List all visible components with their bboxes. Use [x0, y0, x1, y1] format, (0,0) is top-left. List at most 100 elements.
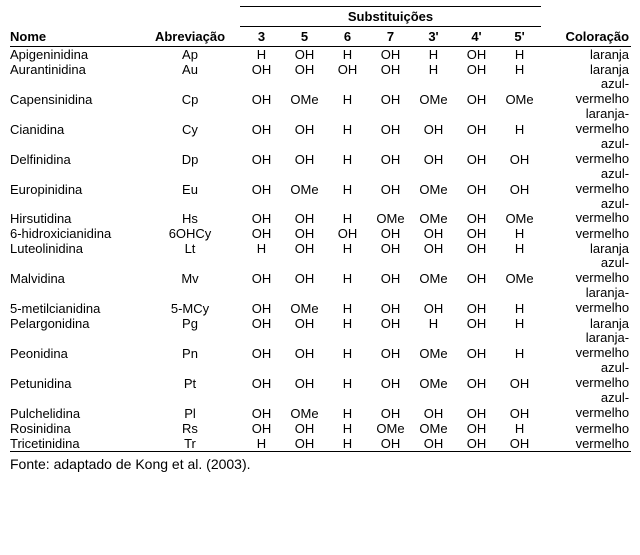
header-sub-5: 5 [283, 27, 326, 47]
header-nome: Nome [10, 27, 140, 47]
header-sub-6: 6 [326, 27, 369, 47]
cell-sub: H [326, 107, 369, 137]
cell-sub: OH [283, 197, 326, 227]
cell-sub: OH [283, 226, 326, 241]
table-row: PelargonidinaPgOHOHHOHHOHHlaranja [10, 316, 631, 331]
cell-sub: H [498, 107, 541, 137]
cell-abreviacao: Mv [140, 256, 240, 286]
cell-nome: Delfinidina [10, 137, 140, 167]
cell-sub: OH [455, 361, 498, 391]
cell-abreviacao: Pg [140, 316, 240, 331]
cell-nome: Peonidina [10, 331, 140, 361]
cell-nome: Malvidina [10, 256, 140, 286]
cell-abreviacao: Pt [140, 361, 240, 391]
cell-abreviacao: Ap [140, 47, 240, 63]
cell-sub: OH [240, 226, 283, 241]
table-row: 6-hidroxicianidina6OHCyOHOHOHOHOHOHHverm… [10, 226, 631, 241]
cell-abreviacao: 5-MCy [140, 286, 240, 316]
cell-sub: H [326, 77, 369, 107]
cell-sub: OMe [412, 331, 455, 361]
cell-sub: OH [412, 436, 455, 452]
cell-sub: OH [283, 107, 326, 137]
cell-sub: H [326, 316, 369, 331]
cell-coloracao: azul-vermelho [541, 197, 631, 227]
cell-sub: OH [412, 226, 455, 241]
cell-sub: OH [498, 137, 541, 167]
cell-sub: H [412, 316, 455, 331]
cell-coloracao: azul-vermelho [541, 77, 631, 107]
table-row: PulchelidinaPlOHOMeHOHOHOHOHazul-vermelh… [10, 391, 631, 421]
cell-sub: OH [283, 436, 326, 452]
table-row: PetunidinaPtOHOHHOHOMeOHOHazul-vermelho [10, 361, 631, 391]
cell-sub: H [326, 47, 369, 63]
cell-nome: Cianidina [10, 107, 140, 137]
cell-sub: OH [326, 226, 369, 241]
cell-nome: Pulchelidina [10, 391, 140, 421]
cell-abreviacao: Eu [140, 167, 240, 197]
cell-sub: OH [455, 137, 498, 167]
cell-sub: OH [283, 256, 326, 286]
table-row: LuteolinidinaLtHOHHOHOHOHHlaranja [10, 241, 631, 256]
cell-sub: H [240, 436, 283, 452]
cell-sub: H [498, 62, 541, 77]
cell-nome: Europinidina [10, 167, 140, 197]
cell-sub: OH [455, 286, 498, 316]
cell-sub: H [326, 256, 369, 286]
cell-abreviacao: Dp [140, 137, 240, 167]
cell-nome: Hirsutidina [10, 197, 140, 227]
cell-sub: H [498, 286, 541, 316]
cell-coloracao: azul-vermelho [541, 256, 631, 286]
cell-sub: OH [240, 256, 283, 286]
cell-sub: OH [240, 107, 283, 137]
cell-sub: OH [283, 331, 326, 361]
cell-sub: OMe [412, 361, 455, 391]
cell-sub: OH [369, 167, 412, 197]
cell-sub: OH [369, 241, 412, 256]
cell-sub: H [326, 197, 369, 227]
cell-coloracao: vermelho [541, 421, 631, 436]
cell-sub: OH [455, 197, 498, 227]
cell-sub: OMe [283, 77, 326, 107]
cell-sub: H [498, 316, 541, 331]
cell-sub: OH [369, 62, 412, 77]
table-row: 5-metilcianidina5-MCyOHOMeHOHOHOHHlaranj… [10, 286, 631, 316]
header-sub-4p: 4' [455, 27, 498, 47]
cell-sub: OMe [412, 256, 455, 286]
cell-nome: Pelargonidina [10, 316, 140, 331]
source-note: Fonte: adaptado de Kong et al. (2003). [10, 456, 630, 472]
header-sub-3p: 3' [412, 27, 455, 47]
cell-sub: OMe [283, 167, 326, 197]
cell-nome: Petunidina [10, 361, 140, 391]
table-row: RosinidinaRsOHOHHOMeOMeOHHvermelho [10, 421, 631, 436]
cell-coloracao: azul-vermelho [541, 167, 631, 197]
cell-sub: OH [455, 241, 498, 256]
cell-sub: OH [455, 107, 498, 137]
table-row: CapensinidinaCpOHOMeHOHOMeOHOMeazul-verm… [10, 77, 631, 107]
header-sub-3: 3 [240, 27, 283, 47]
cell-sub: OMe [498, 256, 541, 286]
cell-coloracao: laranja-vermelho [541, 286, 631, 316]
cell-sub: OH [326, 62, 369, 77]
cell-nome: Luteolinidina [10, 241, 140, 256]
cell-abreviacao: Tr [140, 436, 240, 452]
cell-sub: OMe [412, 167, 455, 197]
cell-abreviacao: 6OHCy [140, 226, 240, 241]
table-row: DelfinidinaDpOHOHHOHOHOHOHazul-vermelho [10, 137, 631, 167]
cell-abreviacao: Au [140, 62, 240, 77]
cell-sub: H [326, 361, 369, 391]
cell-coloracao: laranja [541, 316, 631, 331]
cell-sub: OMe [412, 421, 455, 436]
cell-sub: H [326, 331, 369, 361]
cell-sub: OH [283, 316, 326, 331]
cell-abreviacao: Hs [140, 197, 240, 227]
table-row: ApigeninidinaApHOHHOHHOHHlaranja [10, 47, 631, 63]
cell-sub: OH [455, 47, 498, 63]
cell-sub: OH [412, 137, 455, 167]
cell-sub: OH [369, 286, 412, 316]
cell-sub: OH [240, 391, 283, 421]
cell-sub: OH [455, 167, 498, 197]
cell-sub: OH [455, 256, 498, 286]
cell-sub: H [326, 391, 369, 421]
cell-coloracao: vermelho [541, 436, 631, 452]
cell-sub: OH [455, 421, 498, 436]
